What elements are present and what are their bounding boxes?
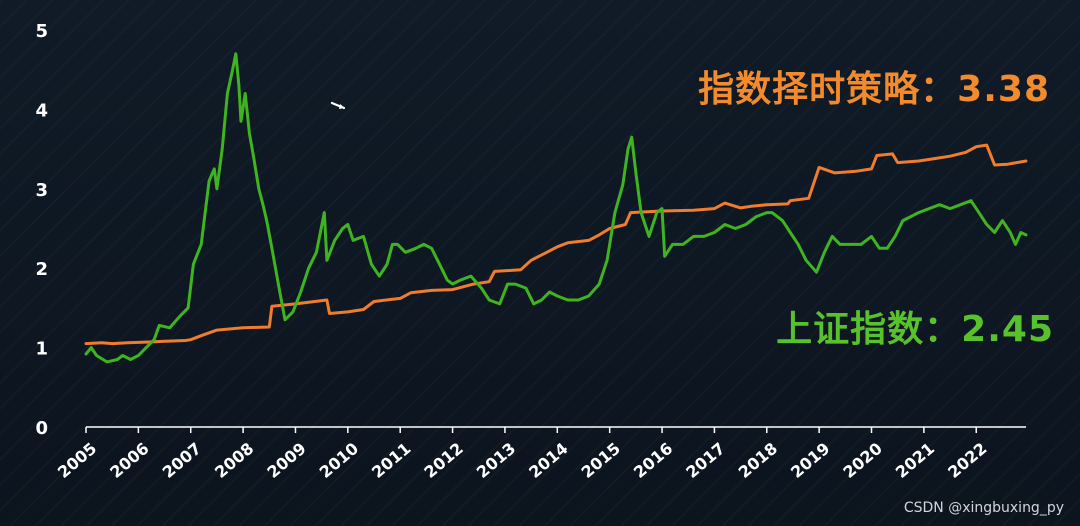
x-tick-label: 2010 (316, 439, 362, 482)
cursor-arrow-icon (330, 101, 346, 110)
x-tick-label: 2013 (473, 439, 519, 482)
y-tick-label: 2 (35, 259, 48, 280)
x-tick-label: 2011 (368, 439, 414, 482)
x-tick-label: 2016 (630, 439, 676, 482)
x-tick-label: 2017 (682, 439, 728, 482)
y-tick-label: 4 (35, 100, 48, 121)
y-tick-label: 5 (35, 21, 48, 42)
x-tick-label: 2021 (892, 439, 938, 482)
strategy-result-label: 指数择时策略：3.38 (698, 69, 1050, 110)
x-tick-label: 2007 (159, 439, 205, 482)
x-tick-label: 2014 (525, 439, 571, 482)
x-tick-label: 2015 (578, 439, 624, 482)
index-result-label: 上证指数：2.45 (776, 309, 1054, 350)
y-tick-label: 3 (35, 180, 48, 201)
x-tick-label: 2019 (787, 439, 833, 482)
x-tick-label: 2020 (839, 439, 885, 482)
watermark: CSDN @xingbuxing_py (903, 500, 1064, 516)
series-line-0 (84, 143, 1028, 346)
x-tick-label: 2005 (54, 439, 100, 482)
x-tick-label: 2009 (263, 439, 309, 482)
y-tick-label: 1 (35, 339, 48, 360)
y-tick-label: 0 (35, 418, 48, 439)
x-tick-label: 2008 (211, 439, 257, 482)
series-layer (84, 52, 1028, 364)
series-line-1 (84, 52, 1028, 364)
x-tick-label: 2018 (735, 439, 781, 482)
x-tick-label: 2006 (106, 439, 152, 482)
x-tick-label: 2022 (944, 439, 990, 482)
x-tick-label: 2012 (421, 439, 467, 482)
